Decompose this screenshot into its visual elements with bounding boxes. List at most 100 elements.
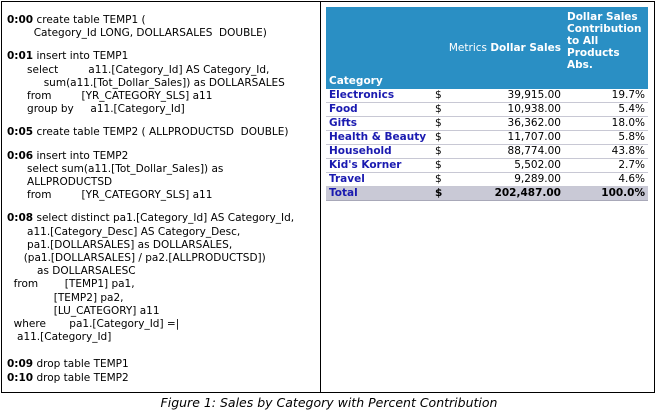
currency-cell: $ xyxy=(432,116,466,131)
sql-text: from [YR_CATEGORY_SLS] a11 xyxy=(7,189,213,202)
category-cell: Gifts xyxy=(326,116,432,131)
sql-text: pa1.[DOLLARSALES] as DOLLARSALES, xyxy=(7,238,233,251)
table-row: Food $10,938.00 5.4% xyxy=(326,102,648,117)
sql-block: 0:05 create table TEMP2 ( ALLPRODUCTSD D… xyxy=(7,126,319,139)
table-row: Electronics $39,915.00 19.7% xyxy=(326,89,648,103)
table-header-row: Category Metrics Dollar Sales Dollar Sal… xyxy=(326,7,648,89)
sql-block: 0:00 create table TEMP1 ( Category_Id LO… xyxy=(7,14,319,40)
sql-timestamp: 0:00 xyxy=(7,14,34,26)
sql-line: sum(a11.[Tot_Dollar_Sales]) as DOLLARSAL… xyxy=(7,77,319,90)
sql-timestamp: 0:06 xyxy=(7,149,34,162)
sql-timestamp: 0:10 xyxy=(7,371,34,384)
amount-cell: 10,938.00 xyxy=(466,102,564,117)
table-body: Electronics $39,915.00 19.7% Food $10,938.00… xyxy=(326,89,648,201)
percent-cell: 5.8% xyxy=(564,130,648,145)
percent-cell: 100.0% xyxy=(564,186,648,201)
percent-cell: 18.0% xyxy=(564,116,648,131)
table-row: Kid's Korner $5,502.00 2.7% xyxy=(326,158,648,173)
sql-text: [TEMP2] pa2, xyxy=(7,291,124,304)
panel-divider xyxy=(320,1,321,393)
currency-cell: $ xyxy=(432,89,466,103)
sql-line: 0:10 drop table TEMP2 xyxy=(7,372,319,385)
category-cell: Total xyxy=(326,186,432,201)
sql-block: 0:01 insert into TEMP1 select a11.[Categ… xyxy=(7,50,319,116)
category-cell: Household xyxy=(326,144,432,159)
category-cell: Health & Beauty xyxy=(326,130,432,145)
sql-text: from [YR_CATEGORY_SLS] a11 xyxy=(7,90,213,103)
sql-line: from [TEMP1] pa1, xyxy=(7,278,319,291)
sql-text: drop table TEMP2 xyxy=(36,371,129,384)
currency-cell: $ xyxy=(432,158,466,173)
header-percent-contribution: Dollar Sales Contribution to All Products Ab… xyxy=(564,7,648,89)
sql-line: 0:01 insert into TEMP1 xyxy=(7,50,319,63)
sql-timestamp: 0:05 xyxy=(7,126,34,139)
sql-block: 0:09 drop table TEMP1 xyxy=(7,358,319,371)
sql-text: drop table TEMP1 xyxy=(36,358,129,371)
sql-line: Category_Id LONG, DOLLARSALES DOUBLE) xyxy=(7,27,319,40)
total-row: Total $202,487.00 100.0% xyxy=(326,186,648,201)
percent-cell: 2.7% xyxy=(564,158,648,173)
sql-line: group by a11.[Category_Id] xyxy=(7,103,319,116)
header-percent-line: Contribution xyxy=(567,23,642,35)
table-row: Travel $9,289.00 4.6% xyxy=(326,172,648,187)
category-cell: Food xyxy=(326,102,432,117)
sales-table: Category Metrics Dollar Sales Dollar Sal… xyxy=(326,7,648,201)
table-row: Health & Beauty $11,707.00 5.8% xyxy=(326,130,648,145)
figure-caption: Figure 1: Sales by Category with Percent… xyxy=(160,395,498,410)
sql-text: ALLPRODUCTSD xyxy=(7,176,113,189)
sql-line: 0:06 insert into TEMP2 xyxy=(7,150,319,163)
sql-panel: 0:00 create table TEMP1 ( Category_Id LO… xyxy=(7,14,319,395)
sql-text: where pa1.[Category_Id] =| xyxy=(7,318,180,331)
figure-frame xyxy=(1,1,655,393)
percent-cell: 43.8% xyxy=(564,144,648,159)
percent-cell: 19.7% xyxy=(564,89,648,103)
table-row: Household $88,774.00 43.8% xyxy=(326,144,648,159)
sql-line: 0:09 drop table TEMP1 xyxy=(7,358,319,371)
currency-cell: $ xyxy=(432,172,466,187)
sql-text: as DOLLARSALESC xyxy=(7,265,136,278)
sql-line: from [YR_CATEGORY_SLS] a11 xyxy=(7,90,319,103)
sql-text: select sum(a11.[Tot_Dollar_Sales]) as xyxy=(7,162,224,175)
sql-text: insert into TEMP2 xyxy=(36,149,129,162)
sql-line: [LU_CATEGORY] a11 xyxy=(7,305,319,318)
sql-line: 0:05 create table TEMP2 ( ALLPRODUCTSD D… xyxy=(7,126,319,139)
sql-line: 0:08 select distinct pa1.[Category_Id] A… xyxy=(7,212,319,225)
table-row: Gifts $36,362.00 18.0% xyxy=(326,116,648,131)
sql-line: as DOLLARSALESC xyxy=(7,265,319,278)
percent-cell: 5.4% xyxy=(564,102,648,117)
header-metrics-label: Metrics xyxy=(448,42,487,54)
sql-line: from [YR_CATEGORY_SLS] a11 xyxy=(7,189,319,202)
sql-text: create table TEMP1 ( xyxy=(36,14,146,26)
header-metrics: Metrics Dollar Sales xyxy=(432,7,564,89)
sql-text: a11.[Category_Desc] AS Category_Desc, xyxy=(7,225,241,238)
sql-line: select a11.[Category_Id] AS Category_Id, xyxy=(7,64,319,77)
sql-line: 0:00 create table TEMP1 ( xyxy=(7,14,319,27)
currency-cell: $ xyxy=(432,130,466,145)
sql-text: from [TEMP1] pa1, xyxy=(7,278,135,291)
sql-line: ALLPRODUCTSD xyxy=(7,176,319,189)
report-panel: Category Metrics Dollar Sales Dollar Sal… xyxy=(326,7,648,201)
sql-text: select distinct pa1.[Category_Id] AS Cat… xyxy=(36,212,295,225)
sql-text: [LU_CATEGORY] a11 xyxy=(7,304,160,317)
sql-text: a11.[Category_Id] xyxy=(7,331,112,344)
amount-cell: 5,502.00 xyxy=(466,158,564,173)
amount-cell: 202,487.00 xyxy=(466,186,564,201)
sql-timestamp: 0:09 xyxy=(7,358,34,371)
amount-cell: 36,362.00 xyxy=(466,116,564,131)
sql-line: a11.[Category_Id] xyxy=(7,331,319,344)
sql-timestamp: 0:08 xyxy=(7,212,34,225)
header-dollar-sales: Dollar Sales xyxy=(490,42,561,54)
sql-line: [TEMP2] pa2, xyxy=(7,292,319,305)
sql-block: 0:08 select distinct pa1.[Category_Id] A… xyxy=(7,212,319,344)
percent-cell: 4.6% xyxy=(564,172,648,187)
header-percent-line: Dollar Sales xyxy=(567,11,638,23)
sql-text: sum(a11.[Tot_Dollar_Sales]) as DOLLARSAL… xyxy=(7,76,285,89)
sql-line: (pa1.[DOLLARSALES] / pa2.[ALLPRODUCTSD]) xyxy=(7,252,319,265)
sql-text: select a11.[Category_Id] AS Category_Id, xyxy=(7,63,270,76)
category-cell: Travel xyxy=(326,172,432,187)
currency-cell: $ xyxy=(432,144,466,159)
currency-cell: $ xyxy=(432,102,466,117)
category-cell: Kid's Korner xyxy=(326,158,432,173)
sql-line: a11.[Category_Desc] AS Category_Desc, xyxy=(7,226,319,239)
header-percent-line: Products xyxy=(567,47,620,59)
